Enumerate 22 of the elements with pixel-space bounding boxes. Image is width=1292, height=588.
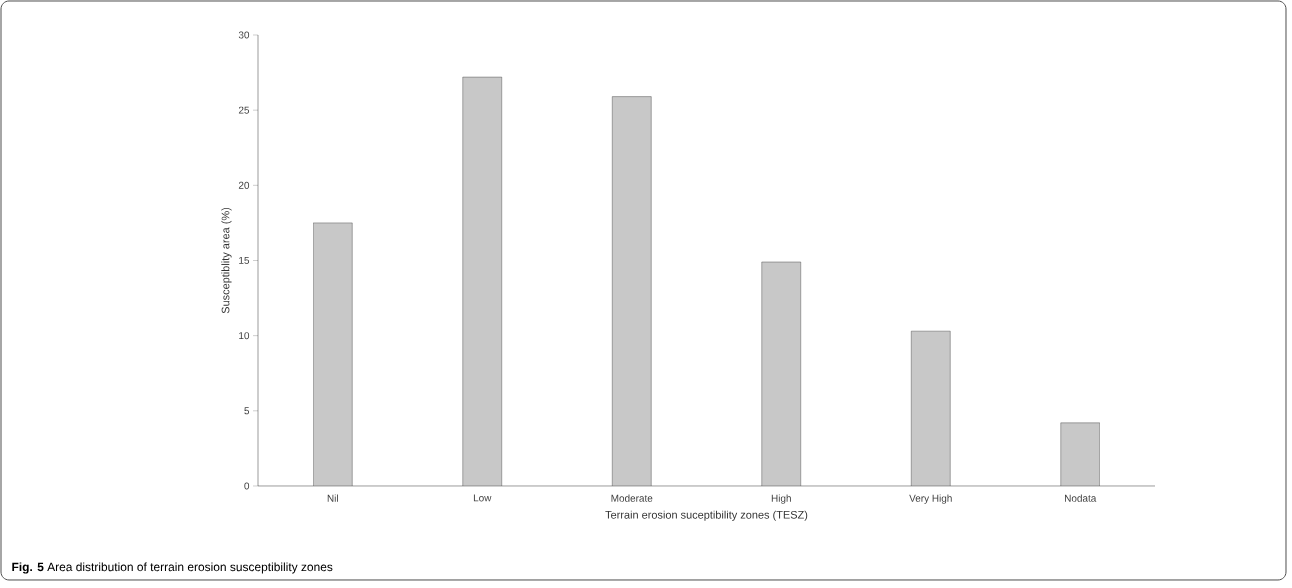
y-tick-label: 25 [238, 106, 250, 114]
bar [612, 96, 652, 486]
bar [1060, 422, 1100, 486]
x-axis-title: Terrain erosion suceptibility zones (TESZ) [605, 510, 808, 521]
x-tick-label: High [771, 494, 791, 504]
x-tick-label: Moderate [611, 494, 653, 502]
y-tick-label: 10 [239, 332, 250, 340]
x-tick-label: Nodata [1065, 494, 1097, 502]
bar [462, 76, 502, 486]
bar [911, 330, 951, 486]
y-axis-title: Susceptiblity area (%) [221, 207, 232, 314]
bar [313, 222, 353, 486]
y-tick-label: 30 [238, 31, 250, 39]
x-tick-label: Nil [327, 494, 338, 502]
y-tick-label: 20 [238, 181, 250, 189]
x-tick-label: Low [473, 494, 492, 502]
y-tick-label: 15 [239, 257, 250, 264]
bar [761, 261, 801, 486]
text: Fig. 5 Area distribution of terrain erosion susceptibility zones [12, 562, 333, 574]
y-tick-label: 0 [244, 482, 250, 490]
x-tick-label: Very High [909, 494, 952, 504]
y-tick-label: 5 [244, 407, 250, 415]
